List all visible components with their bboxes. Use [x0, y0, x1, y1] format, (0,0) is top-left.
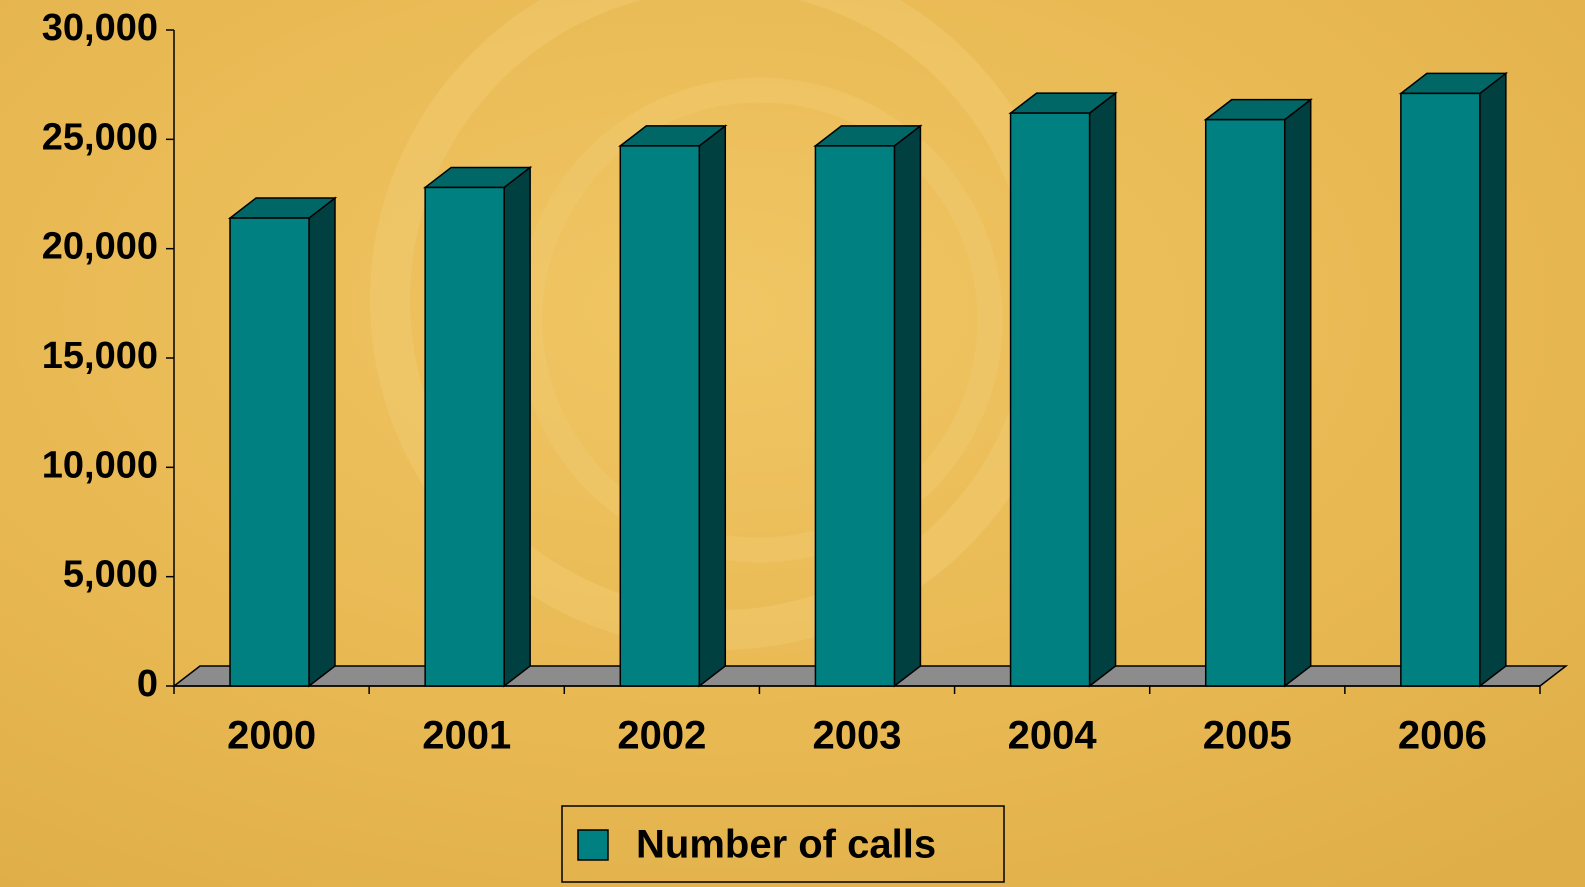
bar [1009, 112, 1091, 687]
bar-side [503, 165, 531, 688]
legend-label: Number of calls [636, 823, 936, 867]
y-tick-label: 25,000 [42, 116, 158, 158]
bar [229, 217, 310, 687]
y-tick-label: 15,000 [42, 335, 158, 377]
x-tick-label: 2001 [422, 714, 511, 758]
bar [1400, 92, 1481, 687]
bar-side [893, 124, 922, 688]
y-tick-label: 10,000 [42, 444, 158, 486]
legend-box [561, 805, 1005, 883]
bar [424, 186, 505, 687]
y-tick-label: 30,000 [42, 7, 158, 49]
bar [814, 145, 896, 687]
x-tick-label: 2003 [813, 714, 902, 758]
x-tick-label: 2000 [227, 714, 316, 758]
x-tick-label: 2006 [1398, 714, 1487, 758]
bar-side [698, 124, 727, 688]
x-tick-label: 2004 [1008, 714, 1098, 758]
y-tick-label: 5,000 [63, 554, 158, 596]
bar [1204, 118, 1286, 687]
x-tick-label: 2002 [617, 714, 706, 758]
bar-side [1283, 98, 1312, 688]
y-tick-label: 0 [137, 663, 158, 705]
bar [619, 145, 701, 687]
legend-swatch [577, 829, 609, 861]
bar-side [1088, 91, 1117, 688]
bar-side [308, 196, 336, 688]
y-tick-label: 20,000 [42, 226, 158, 268]
x-tick-label: 2005 [1203, 714, 1292, 758]
bar-side [1479, 71, 1507, 688]
